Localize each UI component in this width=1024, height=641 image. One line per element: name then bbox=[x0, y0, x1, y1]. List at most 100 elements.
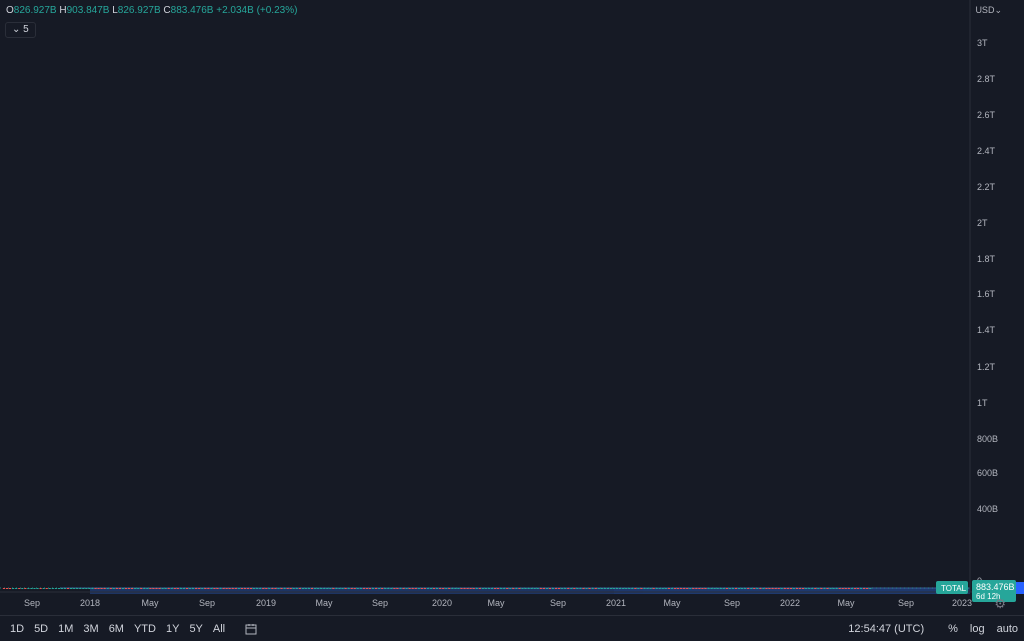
candle-body bbox=[451, 588, 454, 589]
candle-body bbox=[201, 588, 204, 589]
x-tick-label: May bbox=[487, 598, 505, 608]
gear-icon[interactable]: ⚙ bbox=[994, 596, 1006, 611]
y-tick-label: 2.8T bbox=[977, 74, 996, 84]
candle-body bbox=[195, 588, 198, 589]
candle-body bbox=[353, 588, 356, 589]
candle-body bbox=[680, 588, 683, 589]
candle-body bbox=[829, 588, 832, 589]
candle-body bbox=[817, 588, 820, 589]
candle-body bbox=[600, 588, 603, 589]
candle-body bbox=[548, 588, 552, 589]
candle-body bbox=[289, 588, 292, 589]
range-1y[interactable]: 1Y bbox=[165, 622, 180, 635]
candle-body bbox=[396, 588, 399, 589]
x-tick-label: May bbox=[663, 598, 681, 608]
candle-body bbox=[414, 588, 417, 589]
candle-body bbox=[741, 588, 744, 589]
open-label: O bbox=[6, 5, 14, 16]
candle-body bbox=[103, 588, 106, 589]
candle-body bbox=[301, 588, 304, 589]
candle-body bbox=[329, 588, 332, 589]
range-3m[interactable]: 3M bbox=[83, 622, 99, 635]
candle-body bbox=[237, 588, 240, 589]
candle-body bbox=[792, 588, 796, 589]
candle-body bbox=[179, 588, 182, 589]
percent-scale-toggle[interactable]: % bbox=[948, 622, 958, 635]
candle-body bbox=[97, 588, 100, 589]
candle-body bbox=[323, 588, 326, 589]
candle-body bbox=[695, 588, 698, 589]
range-ytd[interactable]: YTD bbox=[133, 622, 156, 635]
candle-body bbox=[402, 588, 405, 589]
candle-body bbox=[655, 588, 658, 589]
candle-body bbox=[30, 588, 33, 589]
candle-body bbox=[317, 588, 320, 589]
candle-body bbox=[124, 588, 128, 589]
time-axis[interactable]: Sep 2018 May Sep 2019 May Sep 2020 May Sep 2021 May… bbox=[0, 591, 1024, 608]
candle-body bbox=[619, 588, 622, 589]
candle-body bbox=[777, 588, 780, 589]
auto-scale-toggle[interactable]: auto bbox=[996, 622, 1018, 635]
candle-body bbox=[429, 588, 433, 589]
calendar-goto-icon[interactable] bbox=[244, 623, 258, 635]
candle-body bbox=[304, 588, 308, 589]
candle-body bbox=[185, 588, 189, 589]
candle-body bbox=[457, 588, 460, 589]
low-label: L bbox=[112, 5, 118, 16]
candle-body bbox=[533, 588, 536, 589]
candle-body bbox=[375, 588, 378, 589]
currency-selector[interactable]: USD⌄ bbox=[975, 5, 1002, 16]
candle-body bbox=[112, 588, 115, 589]
candle-body bbox=[63, 588, 67, 589]
price-chart[interactable]: 3T 2.8T 2.6T 2.4T 2.2T 2T 1.8T 1.6T 1.4T 1.2T 1T 80… bbox=[0, 0, 1024, 615]
candle-body bbox=[774, 588, 777, 589]
x-tick-label: 2021 bbox=[606, 598, 626, 608]
candle-body bbox=[408, 588, 411, 589]
candle-body bbox=[246, 588, 250, 589]
range-5y[interactable]: 5Y bbox=[189, 622, 203, 635]
x-tick-label: 2020 bbox=[432, 598, 452, 608]
candle-body bbox=[509, 588, 512, 589]
utc-clock[interactable]: 12:54:47 (UTC) bbox=[848, 622, 925, 635]
candle-body bbox=[310, 588, 314, 589]
candle-body bbox=[838, 588, 841, 589]
range-6m[interactable]: 6M bbox=[108, 622, 124, 635]
candle-body bbox=[338, 588, 341, 589]
candle-body bbox=[426, 588, 430, 589]
candle-body bbox=[808, 588, 811, 589]
candle-body bbox=[701, 588, 704, 589]
range-5d[interactable]: 5D bbox=[34, 622, 49, 635]
candle-body bbox=[378, 588, 381, 589]
range-1m[interactable]: 1M bbox=[58, 622, 74, 635]
candle-body bbox=[36, 588, 39, 589]
candle-body bbox=[795, 588, 799, 589]
x-tick-label: 2018 bbox=[80, 598, 100, 608]
candle-body bbox=[603, 588, 606, 589]
candle-body bbox=[417, 588, 420, 589]
high-label: H bbox=[59, 5, 67, 16]
candle-body bbox=[182, 588, 186, 589]
x-tick-label: Sep bbox=[898, 598, 914, 608]
candle-body bbox=[213, 588, 216, 589]
indicators-toggle[interactable]: ⌄ 5 bbox=[5, 22, 36, 38]
candle-body bbox=[634, 588, 637, 589]
candle-body bbox=[24, 588, 27, 589]
price-axis[interactable]: 3T 2.8T 2.6T 2.4T 2.2T 2T 1.8T 1.6T 1.4T 1.2T 1T 80… bbox=[969, 0, 998, 592]
candle-body bbox=[512, 588, 515, 589]
range-all[interactable]: All bbox=[212, 622, 226, 635]
candle-body bbox=[27, 588, 30, 589]
x-tick-label: Sep bbox=[724, 598, 740, 608]
candle-body bbox=[753, 588, 756, 589]
x-tick-label: 2023 bbox=[952, 598, 972, 608]
log-scale-toggle[interactable]: log bbox=[969, 622, 985, 635]
candle-body bbox=[152, 588, 155, 589]
candle-body bbox=[155, 588, 158, 589]
candle-body bbox=[716, 588, 719, 589]
ohlc-legend: O826.927B H903.847B L826.927B C883.476B … bbox=[6, 5, 297, 16]
candle-body bbox=[445, 588, 448, 589]
x-tick-label: May bbox=[141, 598, 159, 608]
candle-body bbox=[234, 588, 237, 589]
candle-body bbox=[436, 588, 439, 589]
range-1d[interactable]: 1D bbox=[10, 622, 25, 635]
candle-body bbox=[768, 588, 771, 589]
